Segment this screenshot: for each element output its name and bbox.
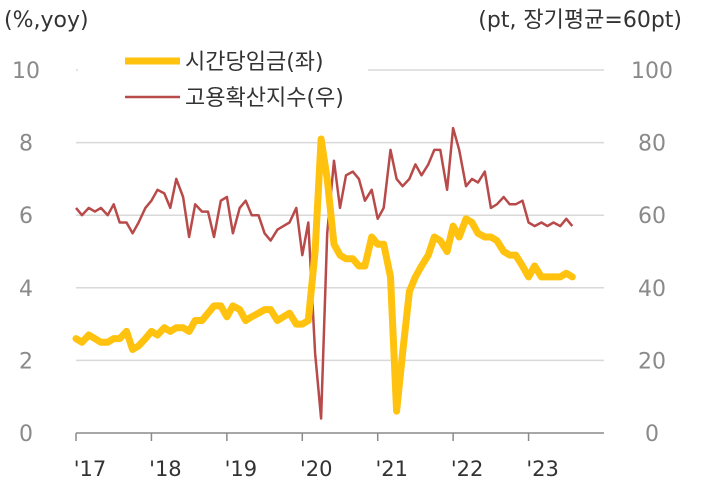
legend-label-wage: 시간당임금(좌) [185, 50, 324, 75]
x-tick-label-2020: '20 [300, 457, 333, 481]
left-tick-label-8: 8 [19, 132, 33, 157]
legend-label-diffusion: 고용확산지수(우) [185, 86, 344, 111]
left-tick-label-0: 0 [19, 422, 33, 447]
left-tick-label-10: 10 [12, 59, 40, 84]
x-tick-label-2018: '18 [149, 457, 182, 481]
x-tick-label-2017: '17 [74, 457, 107, 481]
x-axis [75, 432, 604, 441]
right-tick-label-20: 20 [638, 349, 666, 374]
legend: 시간당임금(좌) 고용확산지수(우) [78, 44, 368, 114]
left-tick-label-2: 2 [19, 349, 33, 374]
series-lines [72, 126, 576, 420]
series-line-diffusion-index [75, 126, 574, 420]
right-tick-label-100: 100 [631, 59, 673, 84]
left-axis-unit-label: (%,yoy) [4, 8, 89, 33]
x-tick-label-2021: '21 [375, 457, 408, 481]
right-tick-label-0: 0 [645, 422, 659, 447]
right-tick-label-80: 80 [638, 132, 666, 157]
x-tick-label-2023: '23 [526, 457, 559, 481]
right-tick-label-60: 60 [638, 204, 666, 229]
right-tick-label-40: 40 [638, 277, 666, 302]
left-tick-label-6: 6 [19, 204, 33, 229]
series-line-hourly-wage [72, 135, 576, 415]
x-tick-label-2019: '19 [225, 457, 258, 481]
left-tick-label-4: 4 [19, 277, 33, 302]
x-tick-label-2022: '22 [451, 457, 484, 481]
right-axis-unit-label: (pt, 장기평균=60pt) [478, 8, 682, 33]
